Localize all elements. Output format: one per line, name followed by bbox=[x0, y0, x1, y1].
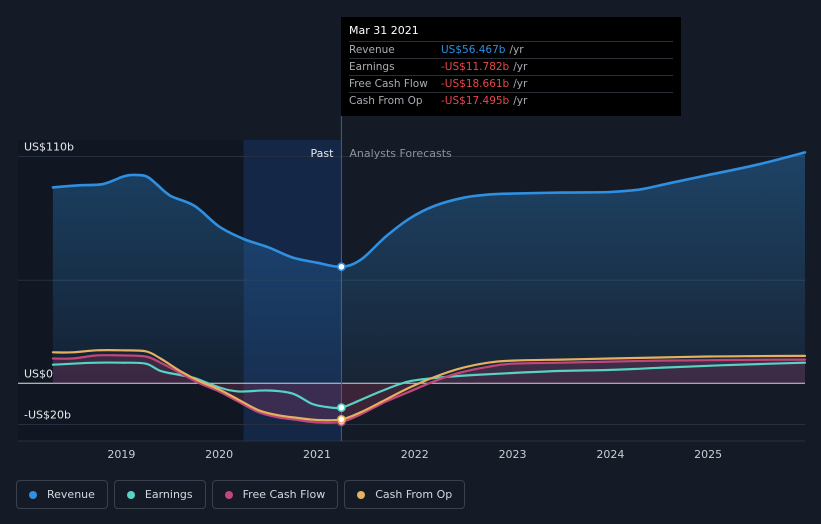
legend-dot-icon bbox=[126, 490, 135, 499]
tooltip-row-free-cash-flow: Free Cash Flow -US$18.661b /yr bbox=[349, 75, 673, 92]
legend-item-earnings[interactable]: Earnings bbox=[113, 480, 206, 509]
legend-item-cash-from-op[interactable]: Cash From Op bbox=[344, 480, 466, 509]
legend-dot-icon bbox=[29, 490, 37, 499]
tooltip-row-earnings: Earnings -US$11.782b /yr bbox=[349, 58, 673, 75]
tooltip-date: Mar 31 2021 bbox=[349, 24, 419, 37]
legend-label: Earnings bbox=[144, 488, 193, 501]
tooltip-unit: /yr bbox=[509, 44, 524, 56]
series-area-free-cash-flow bbox=[52, 355, 805, 423]
forecast-label: Analysts Forecasts bbox=[349, 147, 452, 160]
x-tick-label: 2019 bbox=[107, 448, 135, 461]
tooltip-row-revenue: Revenue US$56.467b /yr bbox=[349, 41, 673, 58]
x-tick-label: 2022 bbox=[401, 448, 429, 461]
y-tick-label: US$110b bbox=[24, 140, 74, 153]
tooltip: Mar 31 2021 Revenue US$56.467b /yr Earni… bbox=[341, 17, 681, 116]
tooltip-unit: /yr bbox=[513, 61, 528, 73]
legend-label: Cash From Op bbox=[375, 488, 453, 501]
tooltip-value: -US$17.495b bbox=[441, 95, 510, 107]
x-tick-label: 2024 bbox=[596, 448, 624, 461]
tooltip-value: -US$18.661b bbox=[441, 78, 510, 90]
tooltip-label: Revenue bbox=[349, 44, 395, 56]
y-tick-label: US$0 bbox=[24, 367, 53, 380]
legend-dot-icon bbox=[357, 490, 366, 499]
tooltip-value: -US$11.782b bbox=[441, 61, 510, 73]
tooltip-label: Earnings bbox=[349, 61, 395, 73]
series-line-free-cash-flow bbox=[51, 354, 807, 424]
x-tick-label: 2023 bbox=[499, 448, 527, 461]
tooltip-label: Cash From Op bbox=[349, 95, 423, 107]
tooltip-value: US$56.467b bbox=[441, 44, 506, 56]
tooltip-label: Free Cash Flow bbox=[349, 78, 428, 90]
tooltip-unit: /yr bbox=[513, 95, 528, 107]
series-line-revenue bbox=[51, 151, 807, 269]
data-point-marker-revenue bbox=[337, 262, 346, 272]
legend-dot-icon bbox=[224, 490, 233, 499]
data-point-marker-cash-from-op bbox=[337, 414, 346, 424]
legend: Revenue Earnings Free Cash Flow Cash Fro… bbox=[16, 480, 466, 509]
series-line-cash-from-op bbox=[51, 348, 807, 422]
tooltip-unit: /yr bbox=[513, 78, 528, 90]
y-tick-label: -US$20b bbox=[24, 409, 71, 422]
past-label: Past bbox=[310, 147, 334, 160]
x-tick-label: 2025 bbox=[694, 448, 722, 461]
legend-item-revenue[interactable]: Revenue bbox=[16, 480, 108, 509]
legend-label: Free Cash Flow bbox=[242, 488, 326, 501]
legend-label: Revenue bbox=[47, 488, 95, 501]
series-line-earnings bbox=[51, 361, 807, 410]
x-tick-label: 2020 bbox=[205, 448, 233, 461]
x-tick-label: 2021 bbox=[303, 448, 331, 461]
legend-item-free-cash-flow[interactable]: Free Cash Flow bbox=[211, 480, 339, 509]
series-area-revenue bbox=[52, 152, 805, 384]
tooltip-row-cash-from-op: Cash From Op -US$17.495b /yr bbox=[349, 92, 673, 109]
data-point-marker-earnings bbox=[337, 403, 346, 413]
